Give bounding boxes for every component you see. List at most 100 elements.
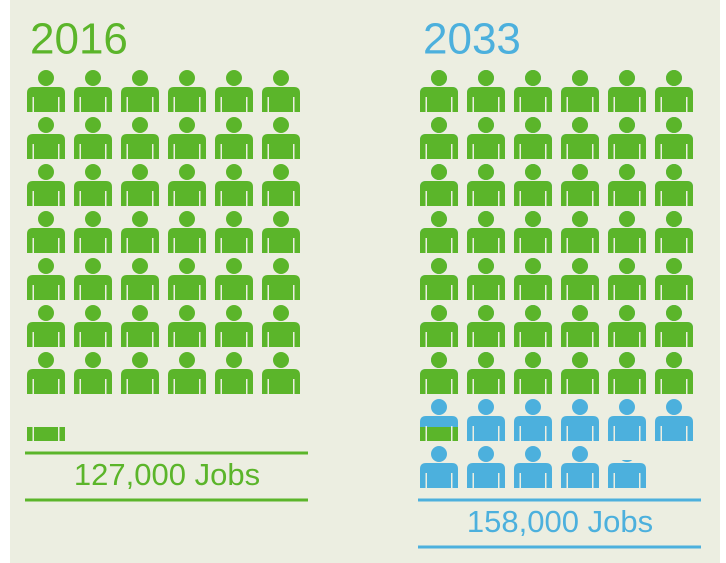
person-icon [514, 211, 552, 253]
person-icon [262, 211, 300, 253]
icon-fill-previous [420, 164, 458, 206]
icon-fill-previous [655, 305, 693, 347]
person-icon [262, 258, 300, 300]
person-icon [215, 211, 253, 253]
icon-fill [27, 427, 65, 441]
person-icon [514, 258, 552, 300]
icon-fill [121, 258, 159, 300]
person-icon [215, 258, 253, 300]
value-label: 127,000 Jobs [74, 457, 260, 492]
person-icon [74, 70, 112, 112]
person-icon [467, 164, 505, 206]
person-icon [514, 446, 552, 488]
icon-fill [262, 117, 300, 159]
person-icon [514, 117, 552, 159]
icon-fill-previous [467, 305, 505, 347]
person-icon [514, 305, 552, 347]
person-icon [467, 211, 505, 253]
icon-fill-previous [655, 164, 693, 206]
icon-fill [215, 305, 253, 347]
person-icon [467, 446, 505, 488]
person-icon [168, 305, 206, 347]
person-icon [420, 352, 458, 394]
icon-fill-previous [420, 305, 458, 347]
person-icon [420, 258, 458, 300]
person-icon [655, 164, 693, 206]
person-icon [467, 305, 505, 347]
icon-fill-previous [514, 70, 552, 112]
person-icon [215, 117, 253, 159]
person-icon [27, 70, 65, 112]
icon-fill [27, 352, 65, 394]
person-icon [262, 352, 300, 394]
icon-fill-previous [608, 70, 646, 112]
person-icon [467, 352, 505, 394]
icon-fill [215, 352, 253, 394]
icon-fill [121, 352, 159, 394]
person-icon [121, 305, 159, 347]
icon-fill [262, 258, 300, 300]
icon-fill [608, 460, 646, 488]
icon-fill [74, 70, 112, 112]
icon-fill [27, 164, 65, 206]
icon-fill [215, 164, 253, 206]
icon-fill [74, 117, 112, 159]
icon-fill-previous [514, 258, 552, 300]
person-icon [121, 211, 159, 253]
icon-fill [215, 258, 253, 300]
icon-fill [655, 399, 693, 441]
person-icon [27, 117, 65, 159]
icon-fill-previous [655, 211, 693, 253]
person-icon [74, 164, 112, 206]
person-icon [608, 117, 646, 159]
panel-title: 2033 [423, 15, 521, 64]
person-icon [168, 211, 206, 253]
icon-fill [27, 258, 65, 300]
icon-fill-previous [420, 427, 458, 441]
person-icon [561, 117, 599, 159]
icon-fill [121, 117, 159, 159]
person-icon [655, 117, 693, 159]
icon-fill [262, 305, 300, 347]
person-icon [27, 427, 65, 441]
person-icon [608, 211, 646, 253]
icon-fill [121, 164, 159, 206]
icon-fill-previous [467, 258, 505, 300]
icon-fill [561, 399, 599, 441]
icon-fill [262, 352, 300, 394]
icon-fill-previous [561, 164, 599, 206]
person-icon [655, 211, 693, 253]
icon-fill [262, 164, 300, 206]
person-icon [27, 211, 65, 253]
person-icon [121, 117, 159, 159]
icon-fill [121, 305, 159, 347]
person-icon [420, 70, 458, 112]
icon-fill-previous [655, 258, 693, 300]
icon-fill [467, 446, 505, 488]
person-icon [467, 258, 505, 300]
icon-fill-previous [655, 352, 693, 394]
icon-fill [215, 117, 253, 159]
person-icon [27, 352, 65, 394]
icon-fill [420, 446, 458, 488]
person-icon [74, 117, 112, 159]
person-icon [262, 70, 300, 112]
person-icon [467, 399, 505, 441]
icon-fill-previous [561, 258, 599, 300]
icon-fill [514, 399, 552, 441]
icon-fill [168, 70, 206, 112]
person-icon [561, 70, 599, 112]
icon-fill [262, 211, 300, 253]
person-icon [655, 258, 693, 300]
icon-fill [74, 211, 112, 253]
icon-fill-previous [420, 117, 458, 159]
icon-fill-previous [420, 70, 458, 112]
person-icon [420, 164, 458, 206]
person-icon [514, 352, 552, 394]
icon-fill [467, 399, 505, 441]
icon-fill-previous [514, 164, 552, 206]
person-icon [121, 258, 159, 300]
person-icon [608, 399, 646, 441]
person-icon [27, 305, 65, 347]
